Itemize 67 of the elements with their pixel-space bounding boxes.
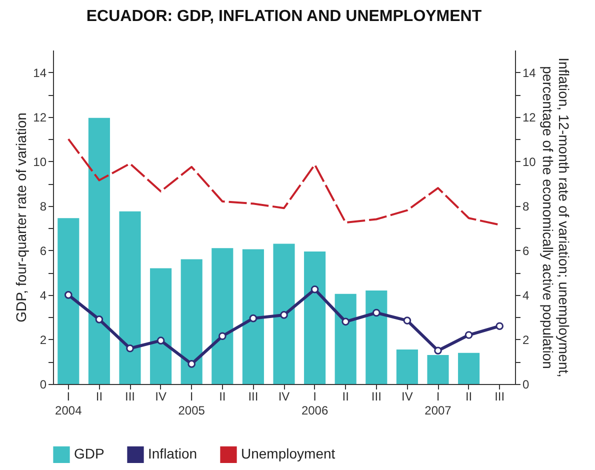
x-tick-label: IV [155, 390, 166, 404]
x-tick-label: IV [402, 390, 413, 404]
bar [119, 211, 141, 384]
point [342, 318, 350, 326]
point [156, 336, 165, 344]
y-tick-label: 14 [33, 66, 47, 80]
x-tick-label: I 2007 [424, 390, 452, 418]
x-tick-label: I 2006 [301, 390, 328, 418]
point [249, 314, 258, 322]
y2-tick-label: 8 [522, 199, 530, 214]
point [64, 291, 72, 299]
point [218, 332, 226, 340]
bar [180, 259, 202, 384]
legend-label: Inflation [148, 446, 198, 462]
x-tick-label: III [494, 390, 505, 404]
point [464, 331, 473, 339]
legend-label: GDP [74, 446, 104, 462]
bar [150, 268, 172, 384]
point [95, 316, 104, 324]
x-tick-label: III [248, 390, 258, 404]
bar [458, 352, 480, 384]
x-tick-label: IV [278, 390, 290, 404]
bar [273, 244, 295, 384]
bar [427, 355, 449, 384]
x-tick-label: I 2005 [178, 390, 206, 418]
point [434, 346, 442, 355]
y2-tick-label: 0 [522, 378, 530, 392]
chart-title: ECUADOR: GDP, INFLATION AND UNEMPLOYMENT [86, 8, 482, 25]
x-tick-label: II [96, 390, 103, 404]
y-tick-label: 8 [40, 199, 47, 214]
bar [212, 248, 234, 384]
bar [304, 252, 326, 384]
bar [242, 249, 264, 384]
point [188, 360, 196, 368]
y-tick-label: 0 [40, 378, 47, 392]
x-tick-label: I 2004 [55, 390, 82, 418]
point [403, 316, 412, 324]
y2-tick-label: 12 [522, 110, 536, 124]
bar [334, 294, 356, 384]
y-tick-label: 4 [40, 288, 47, 302]
y2-axis-title: Inflation, 12-month rate of variation; unemployment, percentage of the economically active population [540, 58, 572, 378]
x-tick-label: II [342, 390, 349, 404]
y2-tick-label: 14 [522, 66, 536, 80]
bar [58, 218, 80, 384]
x-tick-label: II [465, 390, 472, 404]
y2-tick-label: 2 [522, 332, 530, 347]
bar [396, 349, 418, 384]
point [496, 322, 504, 330]
legend-label: Unemployment [241, 446, 336, 462]
bar [366, 290, 388, 384]
y-tick-label: 12 [33, 110, 47, 124]
y-tick-label: 2 [40, 332, 47, 347]
y-tick-label: 10 [33, 154, 47, 169]
y2-tick-label: 4 [522, 288, 530, 302]
y2-tick-label: 6 [522, 244, 530, 258]
x-tick-label: II [219, 390, 226, 404]
point [310, 285, 319, 294]
y2-tick-label: 10 [522, 154, 536, 169]
line-series [67, 138, 501, 226]
point [372, 308, 380, 317]
y-axis-title: GDP, four-quarter rate of variation [13, 112, 30, 322]
bar [88, 118, 110, 384]
point [280, 311, 288, 319]
point [126, 344, 134, 352]
x-tick-label: III [124, 390, 136, 404]
y-tick-label: 6 [40, 244, 47, 258]
x-tick-label: III [371, 390, 382, 404]
